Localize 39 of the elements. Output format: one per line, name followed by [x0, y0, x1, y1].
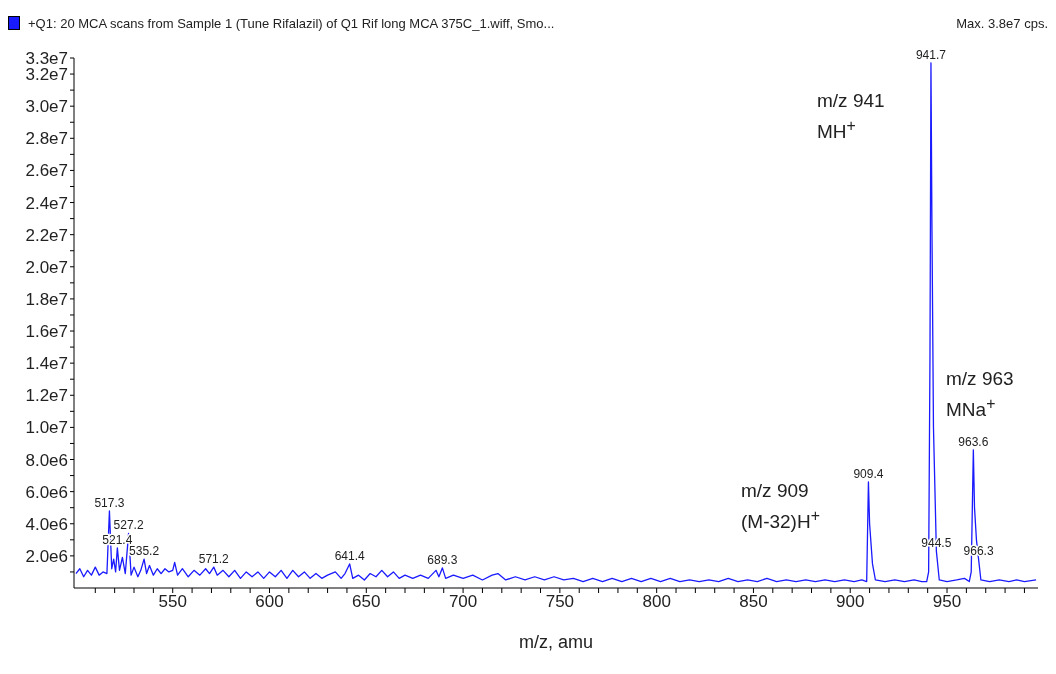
- y-tick-label: 1.4e7: [25, 354, 68, 374]
- annotation: 689.3: [427, 552, 458, 567]
- y-tick-label: 8.0e6: [25, 450, 68, 470]
- annotation: 571.2: [198, 552, 230, 567]
- x-tick-label: 950: [932, 592, 962, 612]
- x-tick-label: 850: [739, 592, 768, 612]
- annotation: 641.4: [334, 548, 365, 563]
- annotation: 909.4: [853, 467, 884, 481]
- y-tick-label: 2.0e6: [25, 546, 68, 566]
- legend-label: +Q1: 20 MCA scans from Sample 1 (Tune Rifalazil) of Q1 Rif long MCA 375C_1.wiff, Smo...: [28, 15, 555, 31]
- x-tick-label: 600: [255, 592, 284, 612]
- y-tick-label: 3.0e7: [25, 97, 68, 117]
- y-tick-label: 1.0e7: [25, 418, 68, 438]
- y-tick-label: 2.8e7: [25, 129, 68, 149]
- y-tick-label: 1.6e7: [25, 322, 68, 342]
- annotation: m/z 963 MNa$^{+}$: [946, 367, 1014, 423]
- annotation: 527.2: [113, 518, 144, 533]
- x-tick-label: 550: [158, 592, 187, 612]
- y-tick-label: 4.0e6: [25, 514, 68, 534]
- annotation: m/z 909 (M-32)H$^{+}$: [741, 479, 820, 535]
- y-tick-label: 2.2e7: [25, 225, 68, 245]
- y-tick-label: 1.8e7: [25, 289, 68, 309]
- x-axis-title: m/z, amu: [518, 632, 594, 652]
- x-tick-label: 650: [352, 592, 381, 612]
- x-tick-label: 700: [448, 592, 478, 612]
- x-tick-label: 750: [545, 592, 575, 612]
- y-tick-label: 2.6e7: [25, 161, 68, 181]
- y-tick-label: 1.2e7: [25, 386, 68, 406]
- x-tick-label: 800: [642, 592, 671, 612]
- annotation: 941.7: [915, 47, 947, 62]
- annotation: 963.6: [958, 434, 989, 449]
- y-tick-label: 6.0e6: [25, 482, 68, 502]
- y-tick-label: 2.0e7: [25, 257, 68, 277]
- text: Max. 3.8e7 cps.: [956, 15, 1048, 31]
- annotation: 517.3: [94, 495, 125, 510]
- x-tick-label: 900: [836, 592, 865, 612]
- annotation: m/z 941 MH$^{+}$: [817, 89, 885, 145]
- line-series: [75, 62, 1037, 583]
- y-tick-label: 2.4e7: [25, 193, 68, 213]
